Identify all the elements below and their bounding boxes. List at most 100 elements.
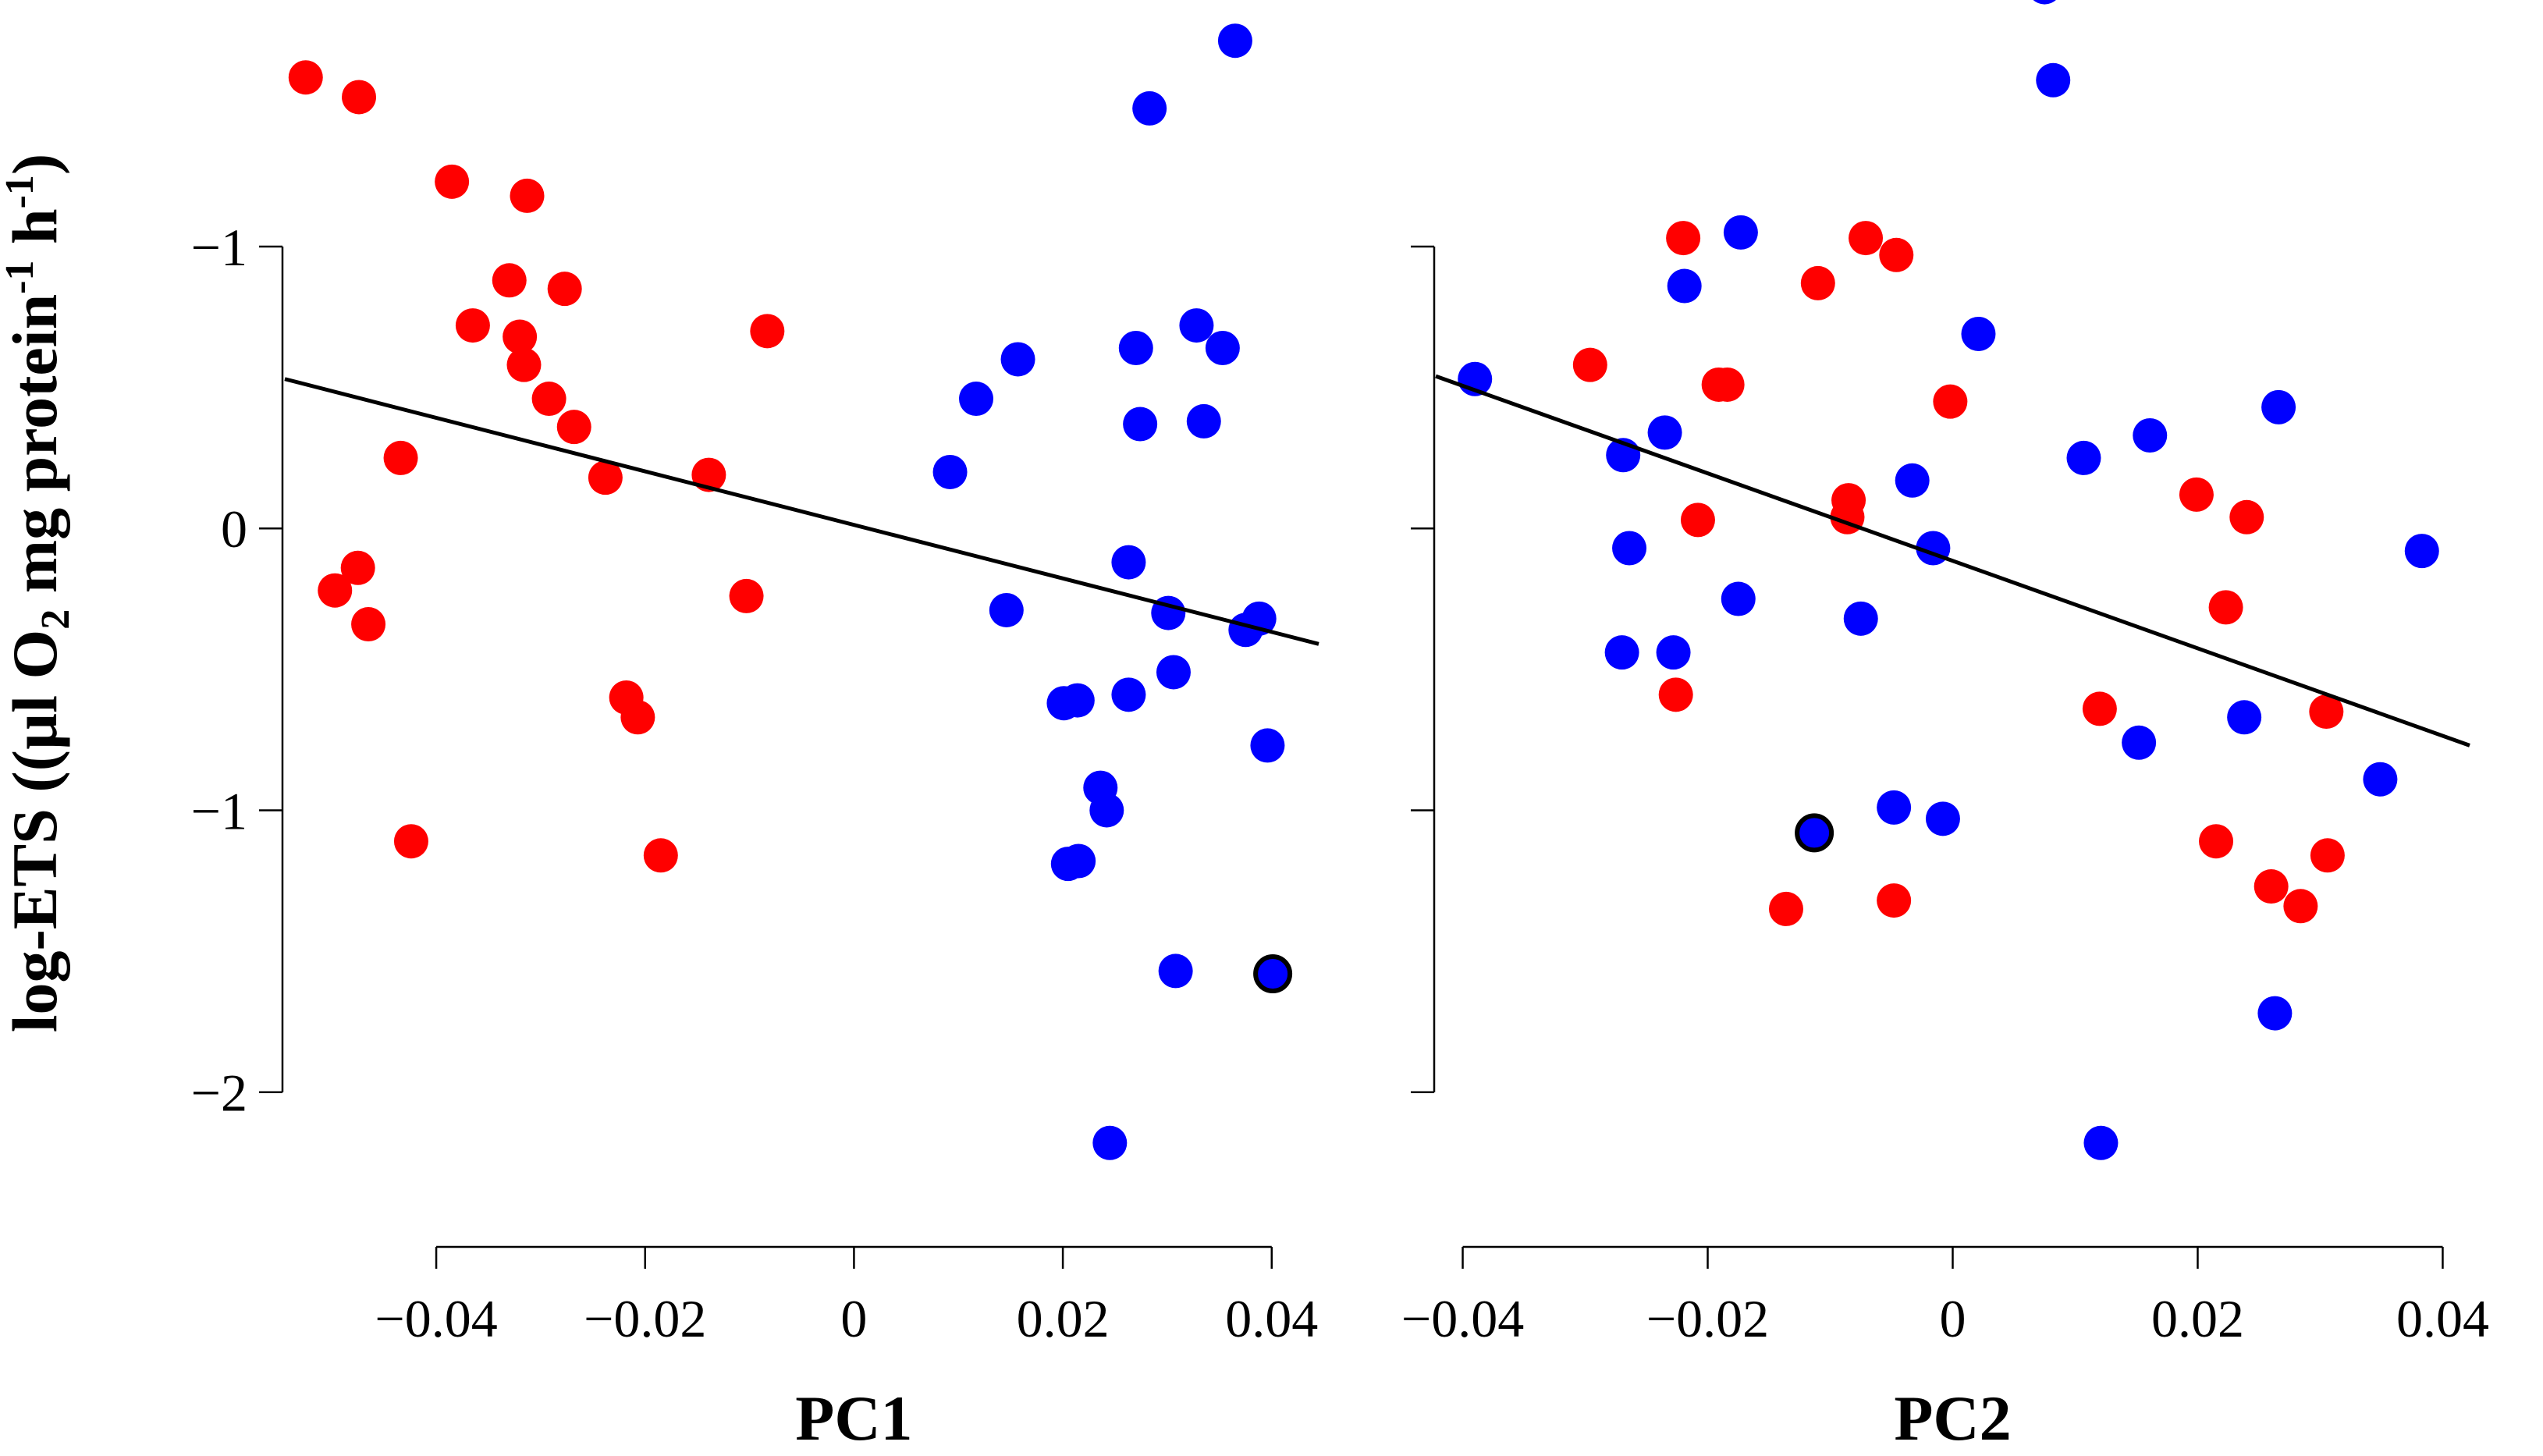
point-blue bbox=[989, 592, 1024, 627]
point-blue bbox=[1961, 316, 1996, 351]
point-highlight bbox=[1253, 954, 1293, 994]
point-red bbox=[691, 457, 726, 492]
point-red bbox=[435, 164, 470, 199]
point-red bbox=[1877, 883, 1912, 918]
y-tick-label: 0 bbox=[221, 499, 247, 559]
right-ticks: −0.04 −0.02 0 0.02 0.04 bbox=[1401, 245, 2489, 1348]
point-blue bbox=[1721, 581, 1756, 616]
point-blue bbox=[1877, 790, 1912, 825]
point-red bbox=[2310, 838, 2345, 873]
point-red bbox=[492, 263, 527, 298]
point-blue bbox=[2227, 700, 2262, 735]
point-blue bbox=[1843, 601, 1878, 636]
y-axis-title-mid: mg protein bbox=[0, 294, 70, 609]
point-red bbox=[1800, 265, 1835, 300]
point-blue bbox=[1723, 215, 1758, 250]
point-blue bbox=[1250, 728, 1285, 763]
point-red bbox=[340, 550, 375, 585]
y-axis-title: log-ETS ((µl O2 mg protein-1 h-1) bbox=[0, 154, 78, 1033]
point-blue bbox=[1895, 463, 1930, 498]
x-tick-label: −0.04 bbox=[1401, 1289, 1524, 1348]
point-red bbox=[2199, 824, 2234, 859]
x-tick-label: 0.02 bbox=[1017, 1289, 1110, 1348]
point-red bbox=[2229, 499, 2264, 534]
point-red bbox=[1666, 221, 1701, 256]
y-axis-title-post: ) bbox=[0, 154, 70, 175]
point-red bbox=[1933, 384, 1968, 419]
point-red bbox=[1768, 891, 1803, 926]
point-red bbox=[383, 440, 418, 475]
point-red bbox=[510, 178, 545, 213]
point-blue bbox=[1156, 655, 1191, 690]
y-tick-label: −2 bbox=[191, 1064, 247, 1123]
left-ticks: −0.04 −0.02 0 0.02 0.04 −1 0 −1 −2 bbox=[191, 218, 1319, 1348]
y-tick-label: −1 bbox=[191, 218, 247, 277]
point-blue bbox=[1111, 545, 1146, 580]
point-red bbox=[1849, 221, 1884, 256]
point-red bbox=[2179, 477, 2214, 512]
point-blue bbox=[2133, 417, 2168, 453]
point-red bbox=[1710, 367, 1745, 402]
point-red bbox=[2082, 691, 2117, 726]
point-blue bbox=[2257, 996, 2293, 1031]
point-blue bbox=[2261, 389, 2296, 424]
y-axis-title-pre: log-ETS ((µl O bbox=[0, 630, 70, 1033]
point-red bbox=[318, 573, 353, 608]
x-tick-label: −0.02 bbox=[584, 1289, 706, 1348]
point-blue bbox=[1158, 954, 1193, 989]
right-points bbox=[1458, 0, 2439, 1160]
point-blue bbox=[1179, 308, 1214, 343]
point-red bbox=[556, 410, 591, 445]
point-blue bbox=[1092, 1125, 1128, 1160]
point-red bbox=[2254, 869, 2289, 904]
point-red bbox=[1680, 502, 1715, 538]
y-axis-title-mid2: h bbox=[0, 208, 70, 260]
point-blue bbox=[1111, 677, 1146, 712]
point-blue bbox=[2036, 62, 2071, 98]
left-fit-line bbox=[284, 377, 1319, 646]
point-blue bbox=[2363, 762, 2398, 797]
point-red bbox=[1879, 237, 1914, 272]
point-blue bbox=[2404, 534, 2439, 569]
point-red bbox=[750, 314, 785, 349]
y-tick-label: −1 bbox=[191, 781, 247, 840]
point-blue bbox=[1050, 847, 1085, 882]
point-red bbox=[2208, 590, 2243, 625]
point-red bbox=[1658, 677, 1693, 712]
point-blue bbox=[1000, 342, 1035, 377]
point-blue bbox=[1123, 407, 1158, 442]
point-red bbox=[393, 824, 428, 859]
left-points bbox=[288, 23, 1293, 1160]
point-blue bbox=[1089, 793, 1124, 828]
point-blue bbox=[1217, 23, 1252, 59]
point-red bbox=[729, 578, 764, 613]
x-tick-label: −0.04 bbox=[375, 1289, 497, 1348]
point-blue bbox=[1046, 686, 1081, 721]
point-red bbox=[1572, 347, 1607, 382]
point-red bbox=[547, 272, 582, 307]
x-tick-label: 0 bbox=[840, 1289, 867, 1348]
point-red bbox=[643, 838, 678, 873]
point-red bbox=[531, 382, 566, 417]
point-blue bbox=[1186, 403, 1221, 439]
point-blue bbox=[1205, 331, 1240, 366]
point-blue bbox=[1656, 635, 1691, 670]
point-red bbox=[503, 319, 538, 354]
point-red bbox=[588, 460, 623, 495]
point-red bbox=[288, 60, 323, 95]
x-tick-label: −0.02 bbox=[1646, 1289, 1769, 1348]
point-red bbox=[2309, 694, 2344, 730]
x-tick-label: 0.04 bbox=[2396, 1289, 2489, 1348]
point-red bbox=[506, 347, 542, 382]
point-red bbox=[351, 607, 386, 642]
point-blue bbox=[1667, 268, 1702, 304]
point-blue bbox=[932, 454, 968, 489]
point-blue bbox=[2066, 440, 2101, 475]
point-red bbox=[455, 308, 490, 343]
point-blue bbox=[1118, 331, 1153, 366]
y-axis-title-sub: 2 bbox=[34, 609, 78, 630]
x-axis-title-pc1: PC1 bbox=[795, 1383, 912, 1454]
point-blue bbox=[1647, 415, 1682, 450]
point-blue bbox=[1604, 635, 1639, 670]
